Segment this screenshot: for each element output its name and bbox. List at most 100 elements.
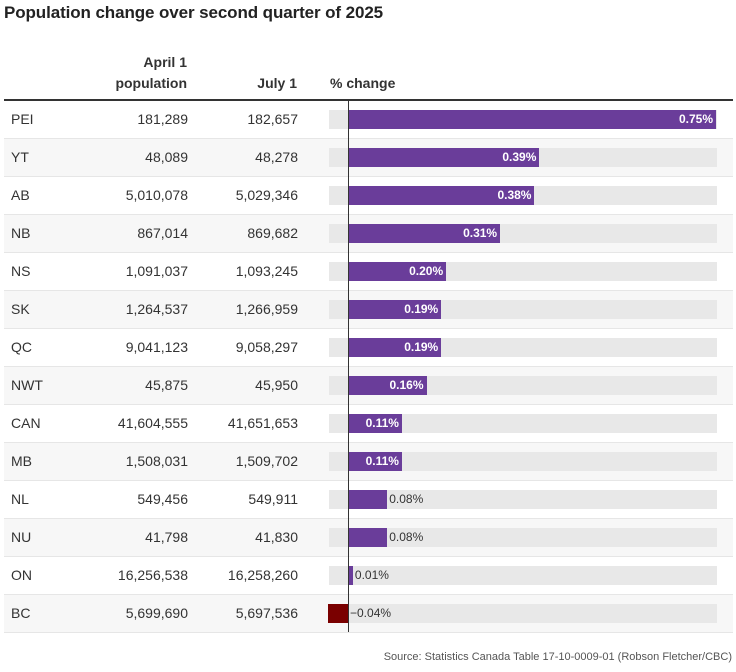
april-population: 16,256,538 (117, 567, 188, 583)
table-row: SK 1,264,537 1,266,959 0.19% (4, 291, 733, 329)
bar-track (329, 566, 717, 585)
pct-change-label: 0.16% (389, 378, 424, 392)
region-name: NS (11, 263, 31, 279)
april-population: 48,089 (145, 149, 188, 165)
table-row: CAN 41,604,555 41,651,653 0.11% (4, 405, 733, 443)
april-population: 9,041,123 (125, 339, 188, 355)
july-population: 1,509,702 (235, 453, 298, 469)
region-name: MB (11, 453, 32, 469)
pct-change-label: 0.19% (404, 340, 439, 354)
pct-change-label: 0.01% (354, 568, 389, 582)
july-population: 549,911 (248, 491, 298, 507)
july-population: 5,029,346 (235, 187, 298, 203)
bar-track (329, 452, 717, 471)
april-population: 5,010,078 (125, 187, 188, 203)
april-population: 5,699,690 (125, 605, 188, 621)
zero-axis-line (348, 101, 349, 632)
pct-change-label: −0.04% (350, 606, 392, 620)
region-name: BC (11, 605, 31, 621)
pct-change-label: 0.11% (365, 454, 399, 468)
table-row: NB 867,014 869,682 0.31% (4, 215, 733, 253)
pct-change-bar (348, 186, 535, 205)
region-name: NL (11, 491, 29, 507)
july-population: 1,266,959 (235, 301, 298, 317)
pct-change-label: 0.20% (409, 264, 444, 278)
pct-change-label: 0.31% (463, 226, 498, 240)
bar-track (329, 528, 717, 547)
july-population: 1,093,245 (235, 263, 298, 279)
region-name: PEI (11, 111, 34, 127)
july-population: 48,278 (255, 149, 298, 165)
pct-change-bar (348, 528, 388, 547)
region-name: CAN (11, 415, 41, 431)
april-population: 1,508,031 (125, 453, 188, 469)
april-population: 41,604,555 (117, 415, 188, 431)
pct-change-bar (348, 110, 716, 129)
region-name: NB (11, 225, 31, 241)
region-name: ON (11, 567, 32, 583)
source-note: Source: Statistics Canada Table 17-10-00… (383, 651, 732, 663)
pct-change-bar (348, 566, 353, 585)
july-population: 5,697,536 (235, 605, 298, 621)
table-row: NWT 45,875 45,950 0.16% (4, 367, 733, 405)
july-population: 45,950 (255, 377, 298, 393)
pct-change-label: 0.39% (502, 150, 537, 164)
pct-change-bar (348, 490, 388, 509)
table-row: NL 549,456 549,911 0.08% (4, 481, 733, 519)
pct-change-bar (348, 148, 540, 167)
header-divider (4, 99, 733, 101)
table-row: NS 1,091,037 1,093,245 0.20% (4, 253, 733, 291)
july-population: 9,058,297 (235, 339, 298, 355)
pct-change-bar (348, 376, 427, 395)
table-row: YT 48,089 48,278 0.39% (4, 139, 733, 177)
pct-change-bar (348, 300, 442, 319)
pct-change-bar (348, 452, 402, 471)
region-name: AB (11, 187, 30, 203)
april-population: 549,456 (137, 491, 188, 507)
pct-change-bar (348, 262, 447, 281)
header-pct-change: % change (330, 75, 396, 91)
pct-change-label: 0.75% (678, 112, 713, 126)
table-row: BC 5,699,690 5,697,536 −0.04% (4, 595, 733, 633)
table-row: PEI 181,289 182,657 0.75% (4, 101, 733, 139)
pct-change-label: 0.38% (497, 188, 532, 202)
data-table: PEI 181,289 182,657 0.75% YT 48,089 48,278 0.39… (4, 101, 733, 633)
pct-change-bar (348, 414, 402, 433)
pct-change-label: 0.11% (365, 416, 399, 430)
pct-change-label: 0.08% (389, 530, 424, 544)
pct-change-bar (328, 604, 348, 623)
pct-change-bar (348, 338, 442, 357)
header-april-line2: population (115, 75, 187, 91)
april-population: 41,798 (145, 529, 188, 545)
header-april-line1: April 1 (143, 54, 187, 70)
april-population: 1,091,037 (125, 263, 188, 279)
table-row: ON 16,256,538 16,258,260 0.01% (4, 557, 733, 595)
table-row: MB 1,508,031 1,509,702 0.11% (4, 443, 733, 481)
header-april: April 1 population (27, 52, 187, 94)
july-population: 16,258,260 (227, 567, 298, 583)
header-july: July 1 (257, 75, 297, 91)
region-name: YT (11, 149, 29, 165)
pct-change-label: 0.08% (389, 492, 424, 506)
table-row: NU 41,798 41,830 0.08% (4, 519, 733, 557)
april-population: 181,289 (137, 111, 188, 127)
pct-change-label: 0.19% (404, 302, 439, 316)
july-population: 41,830 (255, 529, 298, 545)
table-row: AB 5,010,078 5,029,346 0.38% (4, 177, 733, 215)
bar-track (329, 414, 717, 433)
bar-track (329, 490, 717, 509)
region-name: NU (11, 529, 32, 545)
april-population: 867,014 (137, 225, 188, 241)
april-population: 1,264,537 (125, 301, 188, 317)
july-population: 41,651,653 (227, 415, 298, 431)
bar-track (329, 604, 717, 623)
region-name: NWT (11, 377, 43, 393)
april-population: 45,875 (145, 377, 188, 393)
table-row: QC 9,041,123 9,058,297 0.19% (4, 329, 733, 367)
region-name: QC (11, 339, 32, 355)
july-population: 869,682 (247, 225, 298, 241)
region-name: SK (11, 301, 30, 317)
july-population: 182,657 (247, 111, 298, 127)
pct-change-bar (348, 224, 501, 243)
chart-title: Population change over second quarter of… (4, 3, 384, 22)
